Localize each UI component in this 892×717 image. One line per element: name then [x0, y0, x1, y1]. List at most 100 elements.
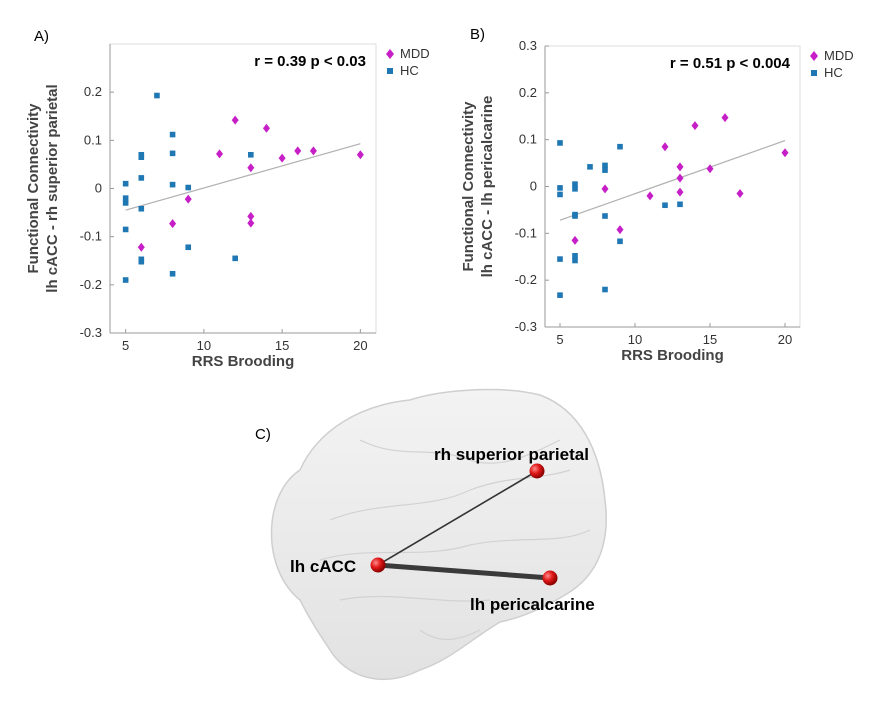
- chart-b-point-hc: [602, 213, 608, 219]
- chart-b-x-axis-title: RRS Brooding: [621, 347, 724, 364]
- brain-sulcus: [419, 629, 481, 641]
- chart-b-point-mdd: [601, 184, 609, 194]
- chart-b-x-tick-label: 15: [703, 332, 717, 347]
- chart-b-point-mdd: [736, 189, 744, 199]
- node-label-lh-cacc: lh cACC: [290, 557, 356, 576]
- chart-a-x-tick-label: 15: [275, 338, 289, 353]
- chart-a-legend-marker-mdd: [386, 49, 394, 59]
- chart-a-stat-annotation: r = 0.39 p < 0.03: [254, 53, 366, 70]
- brain-silhouette: [270, 388, 607, 680]
- chart-a-point-hc: [248, 151, 254, 158]
- chart-a-point-hc: [138, 205, 145, 212]
- chart-b-x-tick-label: 10: [628, 332, 642, 347]
- chart-a-point-hc: [185, 184, 192, 191]
- chart-a-legend-label-mdd: MDD: [400, 46, 430, 61]
- chart-b-point-hc: [572, 257, 578, 264]
- chart-b-y-axis-title: lh cACC - lh pericalcarine: [479, 96, 496, 278]
- chart-b-point-hc: [557, 292, 563, 298]
- chart-a-point-mdd: [278, 153, 286, 163]
- chart-a-y-tick-label: 0: [95, 181, 102, 196]
- chart-b-fit-line: [559, 140, 786, 221]
- chart-b-point-mdd: [706, 164, 714, 174]
- chart-b-point-hc: [677, 201, 683, 208]
- chart-b-y-tick-label: 0.1: [519, 132, 537, 147]
- chart-a-y-tick-label: -0.1: [80, 229, 102, 244]
- brain-sulcus: [359, 439, 561, 464]
- chart-b-y-tick-label: -0.2: [515, 272, 537, 287]
- chart-a-point-hc: [122, 200, 129, 206]
- chart-b-point-mdd: [721, 113, 729, 123]
- chart-a-point-hc: [122, 226, 129, 233]
- chart-a-point-hc: [169, 131, 176, 138]
- chart-a-point-hc: [185, 244, 192, 251]
- chart-a-point-mdd: [309, 146, 317, 156]
- chart-a-point-mdd: [216, 149, 224, 159]
- chart-b-stat-annotation: r = 0.51 p < 0.004: [670, 55, 791, 72]
- chart-b-legend-label-mdd: MDD: [824, 48, 854, 63]
- chart-a-point-hc: [169, 270, 176, 277]
- chart-b-point-hc: [602, 162, 608, 169]
- node-label-rh-superior-parietal: rh superior parietal: [434, 445, 589, 464]
- chart-b-point-hc: [587, 164, 593, 170]
- chart-b-point-hc: [557, 140, 563, 146]
- chart-a-point-mdd: [231, 115, 239, 125]
- chart-a-y-tick-label: -0.3: [80, 325, 102, 340]
- chart-a-point-hc: [232, 255, 238, 262]
- chart-a-point-mdd: [169, 219, 177, 229]
- chart-b-x-tick-label: 5: [556, 332, 563, 347]
- chart-a-x-axis-title: RRS Brooding: [192, 353, 295, 370]
- chart-b-point-hc: [617, 238, 623, 245]
- chart-b-x-tick-label: 20: [778, 332, 792, 347]
- chart-a-legend-label-hc: HC: [400, 63, 419, 78]
- chart-b-point-hc: [602, 167, 608, 173]
- chart-b-y-tick-label: -0.3: [515, 319, 537, 334]
- chart-b-legend-label-hc: HC: [824, 65, 843, 80]
- chart-a-point-mdd: [137, 242, 145, 252]
- chart-b-point-hc: [617, 143, 623, 150]
- chart-b-point-mdd: [646, 191, 654, 201]
- chart-a-x-tick-label: 20: [353, 338, 367, 353]
- chart-a-point-mdd: [356, 150, 364, 160]
- chart-a-x-tick-label: 5: [122, 338, 129, 353]
- chart-a-point-hc: [138, 258, 145, 265]
- chart-b-point-mdd: [691, 121, 699, 131]
- chart-b-point-hc: [557, 185, 563, 191]
- panel-label-a: A): [34, 28, 49, 45]
- chart-a-point-mdd: [247, 218, 255, 228]
- chart-a-point-hc: [122, 180, 129, 187]
- chart-b-point-mdd: [676, 173, 684, 183]
- chart-a-legend-marker-hc: [387, 68, 393, 74]
- chart-b-point-hc: [572, 181, 578, 187]
- chart-b-y-tick-label: 0.3: [519, 38, 537, 53]
- edge-cacc-superior-parietal: [377, 470, 538, 566]
- chart-a-point-hc: [138, 175, 145, 181]
- panel-label-b: B): [470, 26, 485, 43]
- chart-b-point-mdd: [616, 225, 624, 235]
- chart-b-point-hc: [557, 191, 563, 198]
- brain-sulcus: [319, 529, 591, 561]
- chart-b-point-mdd: [676, 162, 684, 172]
- chart-a-y-tick-label: 0.2: [84, 84, 102, 99]
- panel-label-c: C): [255, 426, 271, 443]
- chart-b-point-hc: [572, 186, 578, 192]
- chart-b-y-axis-title: Functional Connectivity: [460, 101, 477, 272]
- chart-b-y-tick-label: -0.1: [515, 225, 537, 240]
- chart-a-y-tick-label: -0.2: [80, 277, 102, 292]
- chart-b-point-mdd: [781, 148, 789, 158]
- chart-a-point-hc: [169, 150, 176, 157]
- chart-a-point-hc: [169, 181, 176, 188]
- chart-a-point-hc: [138, 154, 145, 160]
- chart-a-point-mdd: [184, 194, 192, 204]
- chart-a-point-hc: [122, 195, 129, 201]
- chart-b-point-hc: [572, 213, 578, 219]
- chart-b-point-hc: [572, 253, 578, 259]
- chart-a-y-axis-title: Functional Connectivity: [25, 103, 42, 274]
- chart-b-point-mdd: [676, 187, 684, 197]
- chart-a-point-mdd: [247, 163, 255, 173]
- chart-b-legend-marker-hc: [811, 70, 817, 76]
- chart-b-point-mdd: [571, 235, 579, 245]
- node-lh-cacc: [370, 557, 386, 573]
